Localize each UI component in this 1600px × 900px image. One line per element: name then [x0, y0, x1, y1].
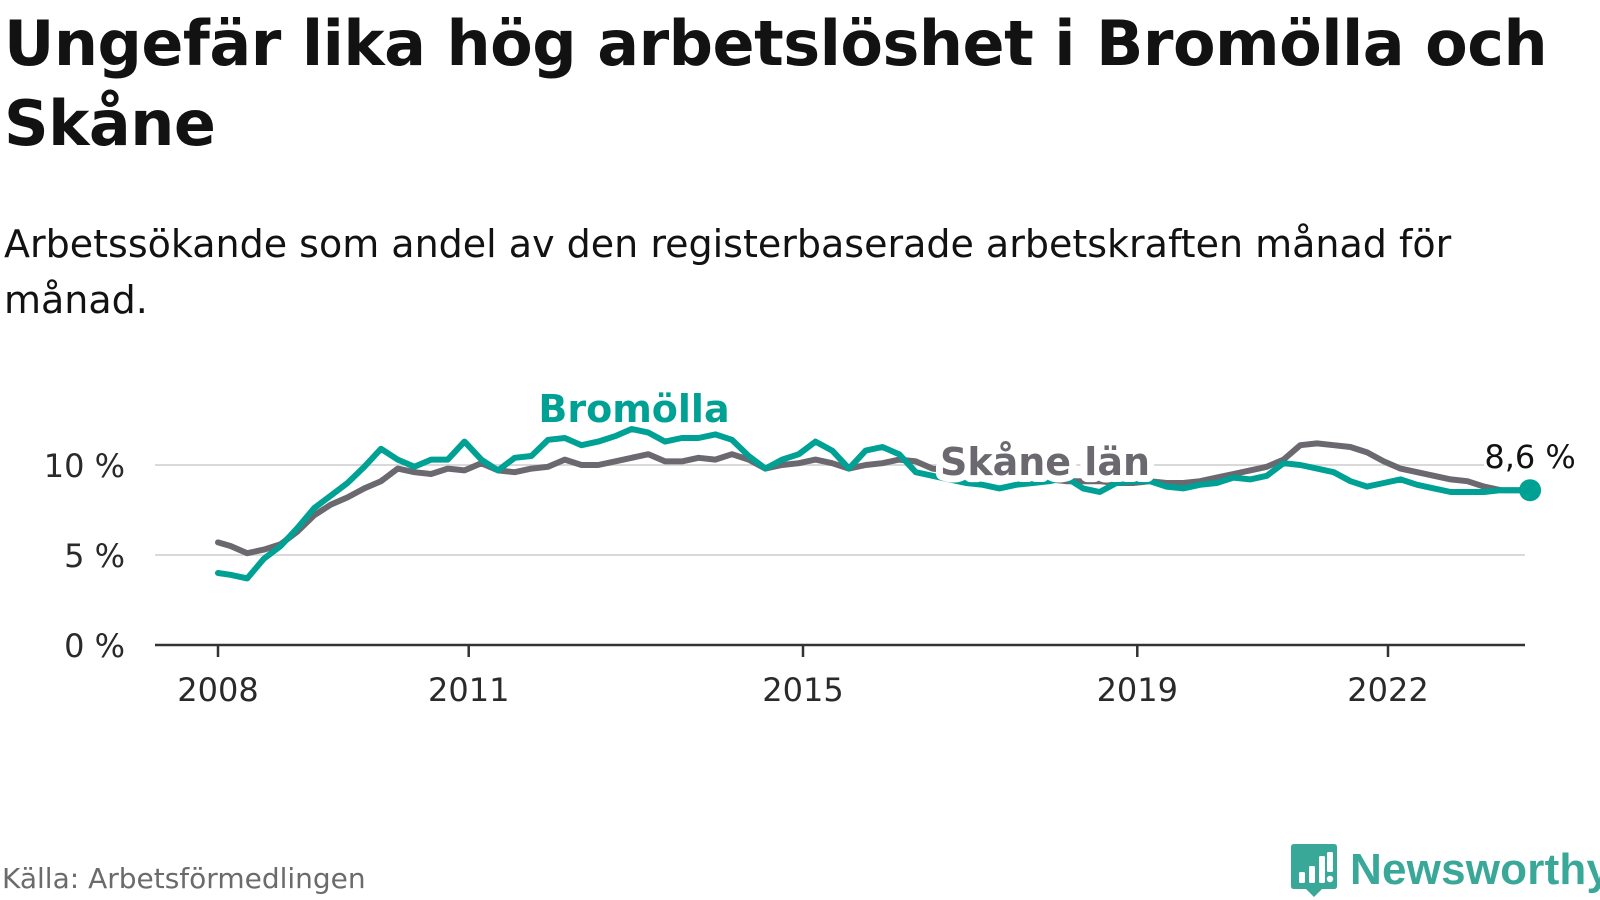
x-axis: 2008 2011 2015 2019 2022	[155, 643, 1525, 709]
y-tick-label: 0 %	[64, 627, 125, 665]
newsworthy-logo: Newsworthy	[1290, 842, 1600, 898]
brand-name: Newsworthy	[1350, 845, 1600, 894]
series-lines	[215, 426, 1542, 582]
x-tick-label: 2022	[1347, 671, 1428, 709]
line-chart: 0 % 5 % 10 % 2008 2011 2015 2019 2022 Bromölla…	[43, 387, 1578, 709]
series-label-halo: Skåne län	[940, 440, 1150, 484]
x-tick-label: 2019	[1097, 671, 1178, 709]
series-label-sk-ne-l-n: Skåne län	[940, 440, 1150, 484]
x-tick-label: 2008	[177, 671, 258, 709]
y-tick-label: 10 %	[44, 447, 125, 485]
chart-subtitle: Arbetssökande som andel av den registerb…	[4, 222, 1452, 322]
end-value-label: 8,6 %	[1484, 438, 1575, 476]
source-note: Källa: Arbetsförmedlingen	[2, 862, 366, 895]
x-tick-label: 2015	[762, 671, 843, 709]
series-line-sk-ne-l-n	[215, 440, 1534, 557]
x-tick-label: 2011	[428, 671, 509, 709]
end-point-marker	[1519, 479, 1542, 502]
y-tick-label: 5 %	[64, 537, 125, 575]
gridlines: 0 % 5 % 10 %	[44, 447, 1525, 665]
series-label-brom-lla: Bromölla	[538, 387, 729, 431]
newsworthy-chart-icon	[1291, 844, 1337, 897]
chart-title: Ungefär lika hög arbetslöshet i Bromölla…	[4, 7, 1548, 160]
series-line-brom-lla	[215, 426, 1534, 582]
